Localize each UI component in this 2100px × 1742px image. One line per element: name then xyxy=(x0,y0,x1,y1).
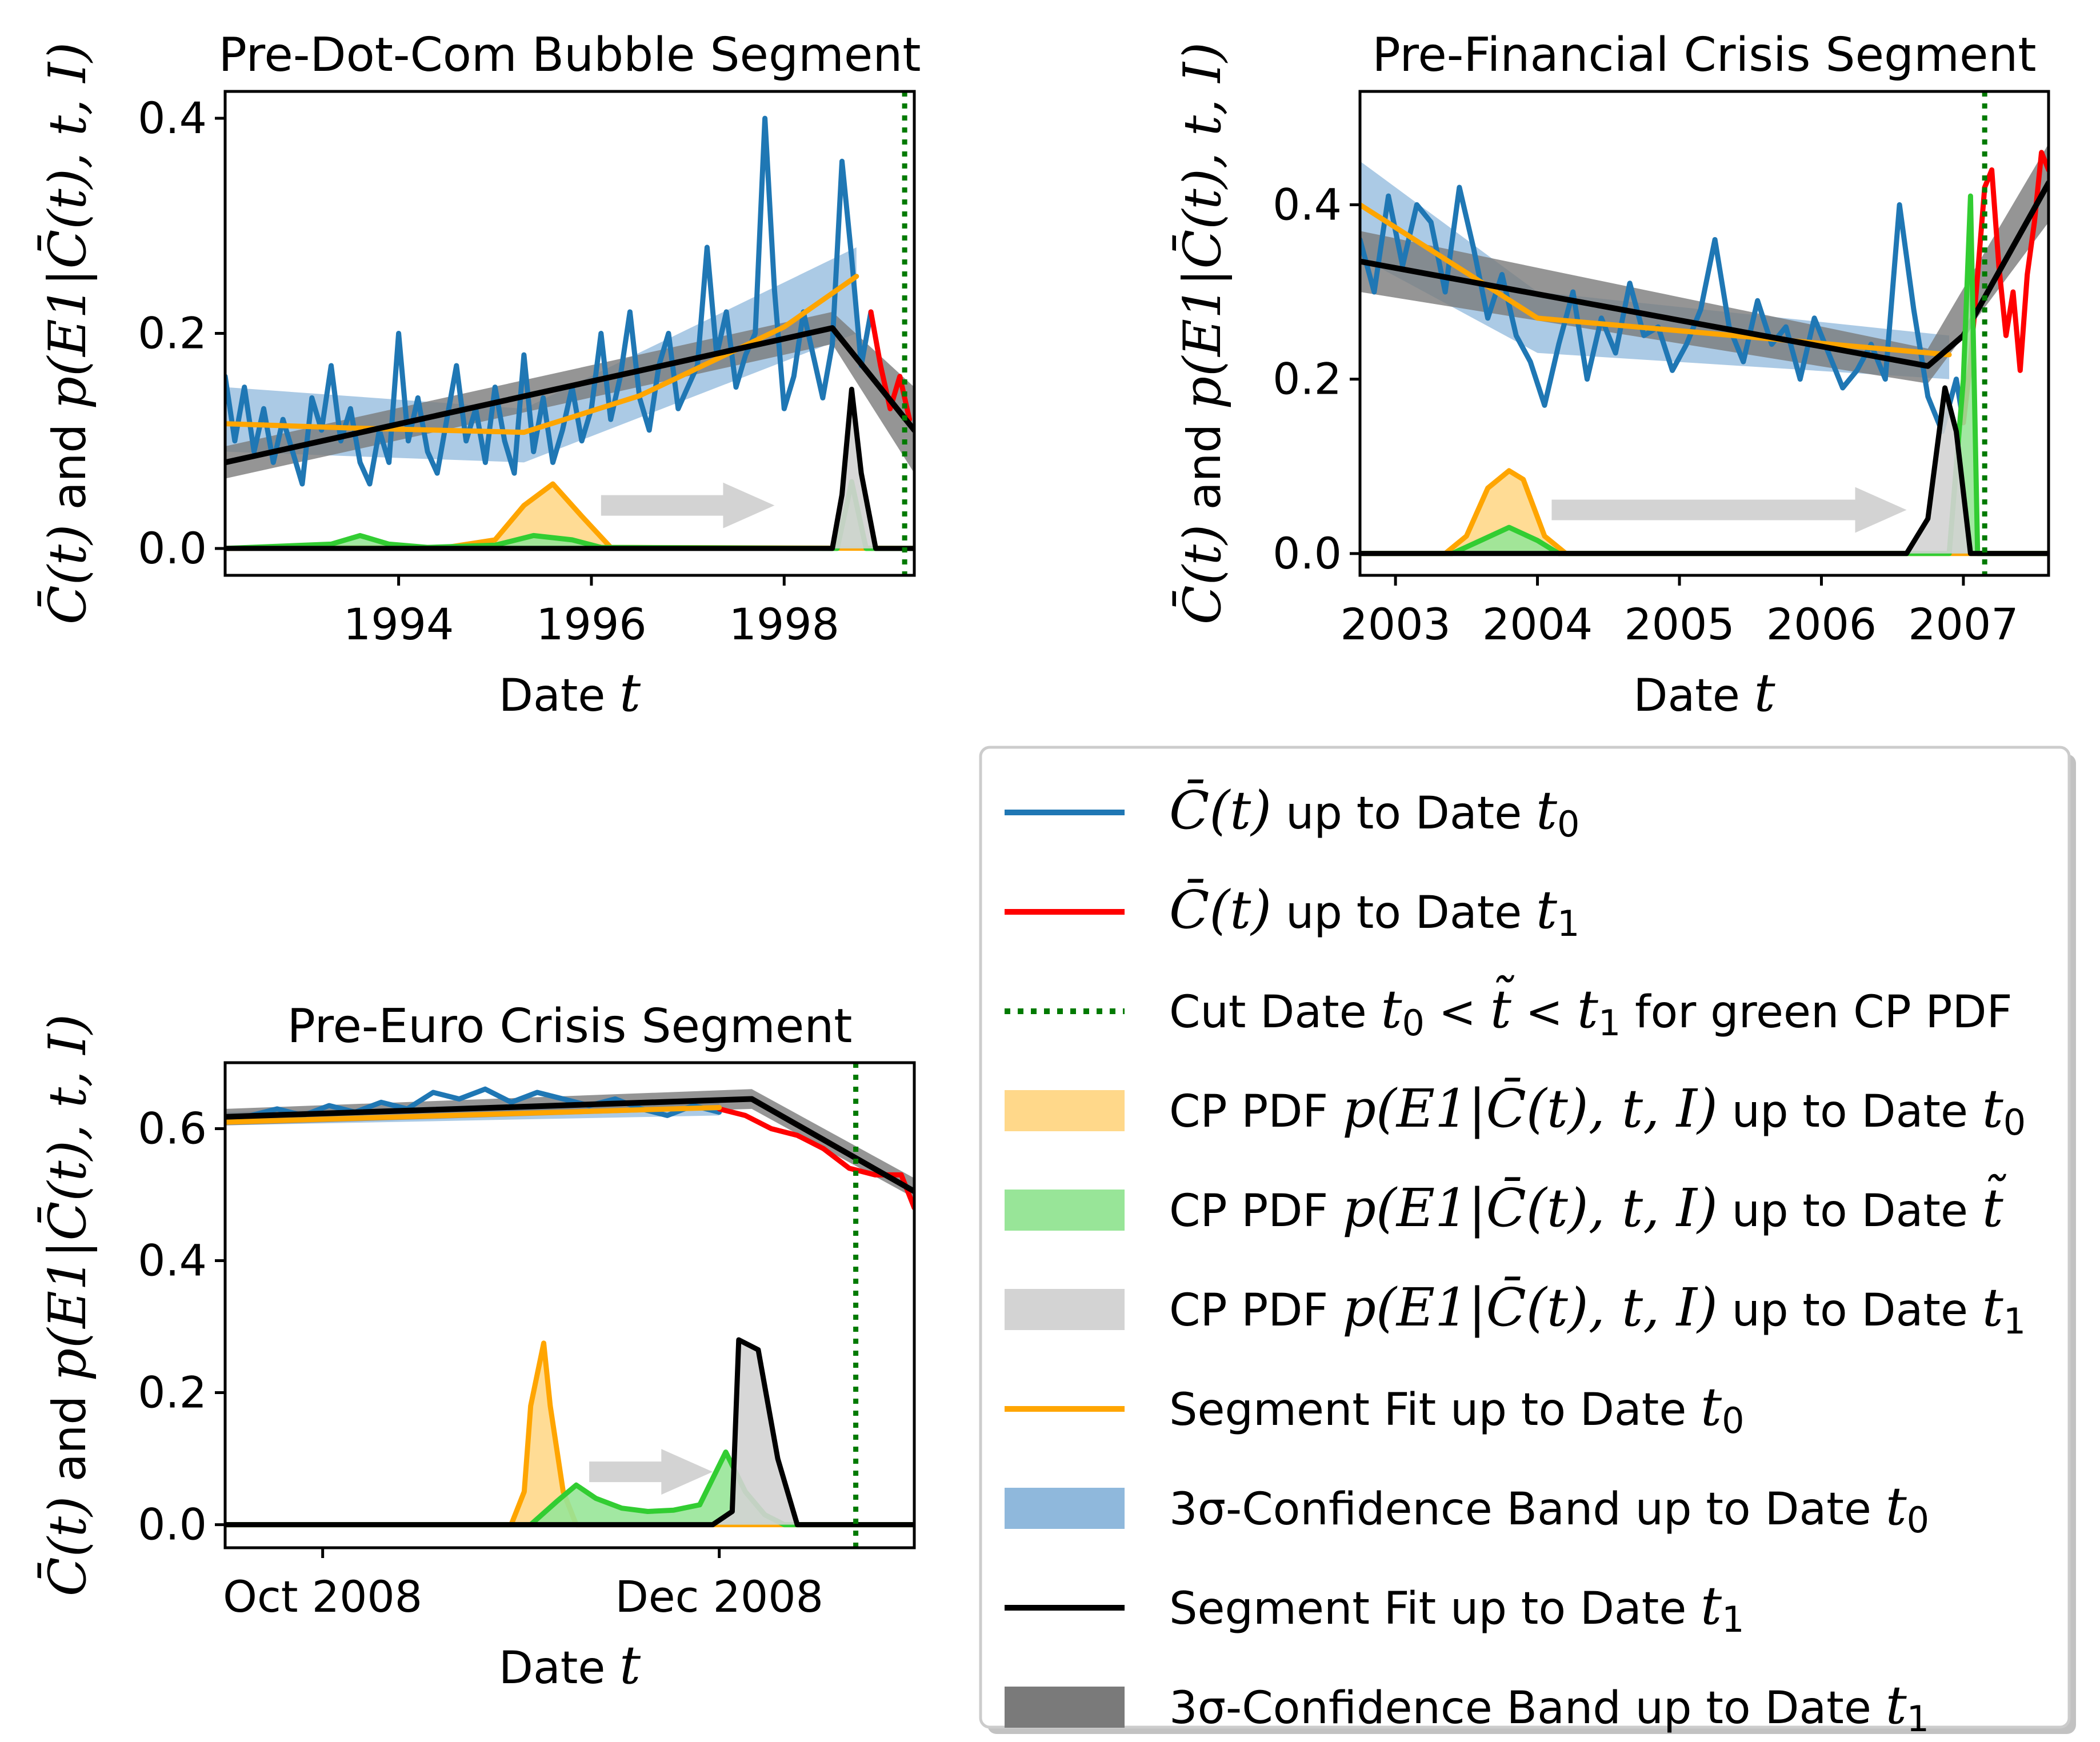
legend-box xyxy=(979,746,2071,1729)
x-tick-label: Oct 2008 xyxy=(223,1571,422,1622)
legend-entry: 3σ-Confidence Band up to Date t1​ xyxy=(1005,1675,1929,1740)
legend-entry: CP PDF p(E1|C̄(t), t, I) up to Date t1​ xyxy=(1005,1276,2026,1342)
cp-pdf-t1-line xyxy=(225,1337,914,1528)
cp-pdf-t0-line xyxy=(1360,468,2049,556)
subplot-2: 0.0 0.2 0.4 2003 2004 2005 2006 2007 Pre-Financi… xyxy=(1172,28,2050,723)
y-tick-label: 0.6 xyxy=(138,1103,207,1154)
cp-pdf-t1-fill xyxy=(225,1340,914,1525)
cp-pdf-t1-fill xyxy=(225,389,914,548)
x-tick-label: 2003 xyxy=(1340,599,1450,650)
observed-series-t1 xyxy=(1961,150,2049,426)
x-tick-label: 2006 xyxy=(1766,599,1877,650)
cp-pdf-t1-line xyxy=(225,386,914,551)
segment-fit-t0 xyxy=(225,274,859,435)
observed-series-t0 xyxy=(225,115,874,487)
x-tick-label: 1996 xyxy=(536,599,646,650)
legend-entry: Segment Fit up to Date t1​ xyxy=(1005,1575,1745,1640)
x-tick-label: 2005 xyxy=(1624,599,1734,650)
x-tick-label: Dec 2008 xyxy=(615,1571,823,1622)
legend-entry: Cut Date t0​ < t̃ < t1​ for green CP PDF xyxy=(1005,975,2012,1044)
y-tick-label: 0.0 xyxy=(1273,528,1342,579)
legend-label: CP PDF p(E1|C̄(t), t, I) up to Date t0​ xyxy=(1169,1078,2026,1143)
legend-label: Cut Date t0​ < t̃ < t1​ for green CP PDF xyxy=(1169,975,2012,1044)
y-tick-label: 0.4 xyxy=(138,93,207,143)
legend-label: C̄(t) up to Date t0​ xyxy=(1169,779,1579,845)
confidence-band-t0 xyxy=(225,247,857,463)
legend-label: CP PDF p(E1|C̄(t), t, I) up to Date t1​ xyxy=(1169,1276,2026,1342)
y-tick-label: 0.2 xyxy=(138,308,207,359)
shift-arrow xyxy=(589,1449,713,1495)
legend-entry: C̄(t) up to Date t0​ xyxy=(1005,779,1579,845)
legend-handle xyxy=(1005,1090,1125,1131)
y-tick-label: 0.4 xyxy=(1273,179,1342,230)
plot-area xyxy=(225,91,914,575)
legend-label: Segment Fit up to Date t1​ xyxy=(1169,1575,1745,1640)
legend-entry: Segment Fit up to Date t0​ xyxy=(1005,1376,1745,1441)
y-axis-label: C̄(t) and p(E1|C̄(t), t, I) xyxy=(37,1014,98,1596)
subplot-title: Pre-Euro Crisis Segment xyxy=(287,999,853,1054)
plot-area xyxy=(1360,91,2049,575)
segment-fit-t0 xyxy=(225,1105,722,1125)
cp-pdf-t0-fill xyxy=(1360,470,2049,554)
legend-label: C̄(t) up to Date t1​ xyxy=(1169,879,1579,944)
y-axis-label: C̄(t) and p(E1|C̄(t), t, I) xyxy=(1172,42,1233,624)
y-axis-label: C̄(t) and p(E1|C̄(t), t, I) xyxy=(37,42,98,624)
y-tick-label: 0.0 xyxy=(138,1499,207,1550)
legend-label: 3σ-Confidence Band up to Date t1​ xyxy=(1169,1675,1929,1740)
observed-series-t1 xyxy=(717,1106,914,1211)
legend-label: 3σ-Confidence Band up to Date t0​ xyxy=(1169,1476,1929,1541)
x-axis-label: Date t xyxy=(499,662,641,723)
axes-frame xyxy=(1358,90,2050,577)
cp-pdf-t1-fill xyxy=(1360,387,2049,554)
segment-fit-t1 xyxy=(225,1096,914,1195)
legend-handle xyxy=(1005,1190,1125,1231)
shift-arrow xyxy=(601,482,775,528)
legend-handle xyxy=(1005,1289,1125,1330)
segment-fit-t1 xyxy=(225,325,914,466)
segment-fit-t1 xyxy=(1360,180,2049,369)
x-tick-label: 2004 xyxy=(1482,599,1593,650)
x-tick-label: 1994 xyxy=(343,599,454,650)
legend-entry: 3σ-Confidence Band up to Date t0​ xyxy=(1005,1476,1929,1541)
x-axis-label: Date t xyxy=(499,1635,641,1696)
plot-area xyxy=(225,1063,914,1548)
x-axis-label: Date t xyxy=(1633,662,1775,723)
y-tick-label: 0.2 xyxy=(1273,354,1342,405)
legend-entry: CP PDF p(E1|C̄(t), t, I) up to Date t̃ xyxy=(1005,1174,2007,1239)
cp-pdf-t1-line xyxy=(1360,385,2049,556)
x-tick-label: 2007 xyxy=(1908,599,2018,650)
x-tick-label: 1998 xyxy=(729,599,839,650)
subplot-1: 0.0 0.2 0.4 1994 1996 1998 Pre-Dot-Com Bubble … xyxy=(37,28,921,723)
subplot-3: 0.0 0.2 0.4 0.6 Oct 2008 Dec 2008 Pre-Euro Cri… xyxy=(37,999,916,1696)
legend-label: CP PDF p(E1|C̄(t), t, I) up to Date t̃ xyxy=(1169,1174,2007,1239)
legend-handle xyxy=(1005,1687,1125,1728)
y-tick-label: 0.4 xyxy=(138,1235,207,1286)
cp-pdf-t0-fill xyxy=(225,484,914,548)
y-tick-label: 0.2 xyxy=(138,1367,207,1418)
subplot-title: Pre-Financial Crisis Segment xyxy=(1372,28,2036,82)
subplot-title: Pre-Dot-Com Bubble Segment xyxy=(219,28,921,82)
legend-entry: CP PDF p(E1|C̄(t), t, I) up to Date t0​ xyxy=(1005,1078,2026,1143)
observed-series-t1 xyxy=(868,309,913,422)
y-tick-label: 0.0 xyxy=(138,523,207,574)
legend: C̄(t) up to Date t0​ C̄(t) up to Date t1​… xyxy=(979,746,2076,1740)
legend-label: Segment Fit up to Date t0​ xyxy=(1169,1376,1745,1441)
confidence-band-t1 xyxy=(1360,143,2049,384)
axes-frame xyxy=(223,1061,916,1549)
legend-handle xyxy=(1005,1488,1125,1529)
shift-arrow xyxy=(1551,487,1907,533)
legend-entry: C̄(t) up to Date t1​ xyxy=(1005,879,1579,944)
